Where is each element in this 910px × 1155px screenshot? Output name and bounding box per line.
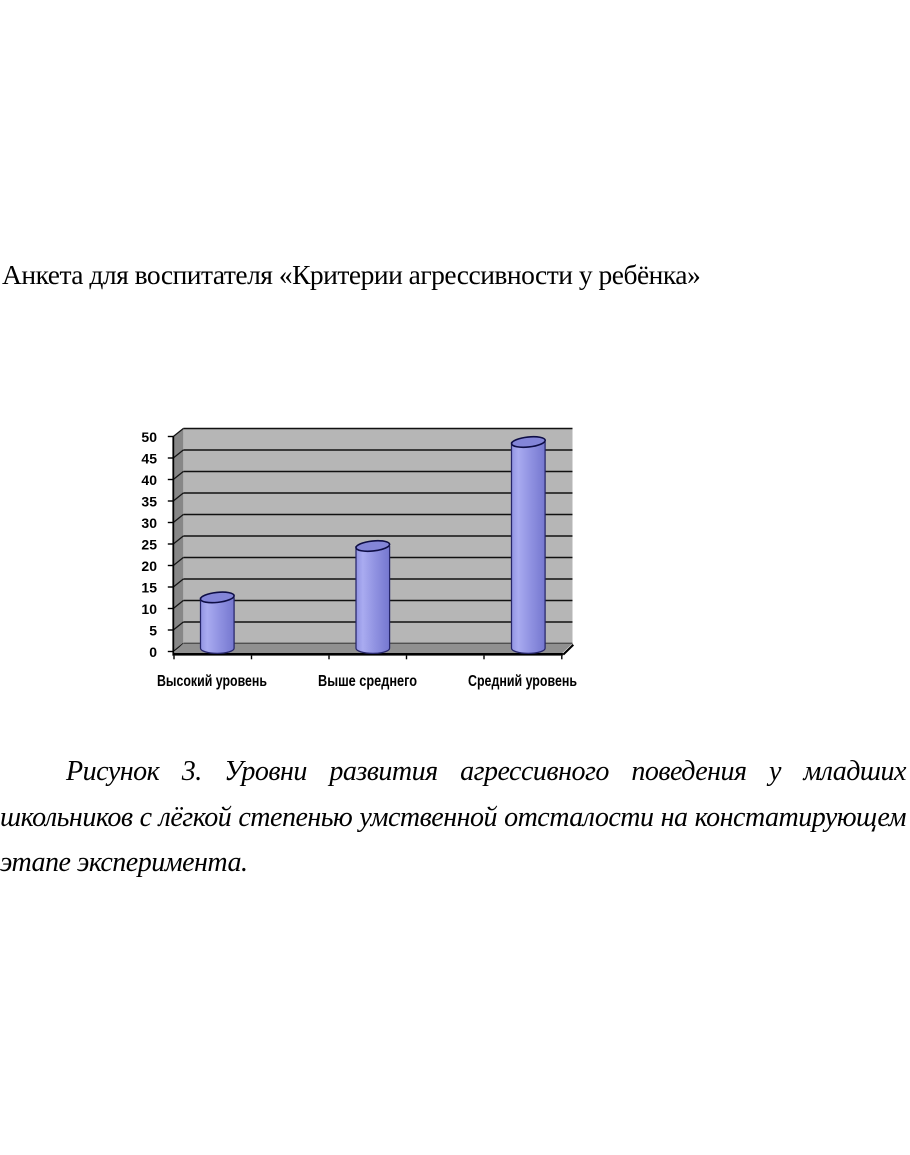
svg-text:Средний уровень: Средний уровень bbox=[468, 673, 577, 690]
svg-text:15: 15 bbox=[141, 580, 157, 596]
svg-text:20: 20 bbox=[141, 558, 157, 574]
svg-text:40: 40 bbox=[141, 472, 157, 488]
svg-text:0: 0 bbox=[149, 644, 157, 660]
svg-text:Выше среднего: Выше среднего bbox=[318, 673, 417, 690]
svg-text:5: 5 bbox=[149, 623, 157, 639]
svg-text:35: 35 bbox=[141, 494, 157, 510]
svg-text:30: 30 bbox=[141, 515, 157, 531]
svg-text:25: 25 bbox=[141, 537, 157, 553]
svg-text:10: 10 bbox=[141, 601, 157, 617]
svg-text:45: 45 bbox=[141, 451, 157, 467]
svg-text:Высокий уровень: Высокий уровень bbox=[157, 673, 267, 690]
svg-text:50: 50 bbox=[141, 429, 157, 445]
